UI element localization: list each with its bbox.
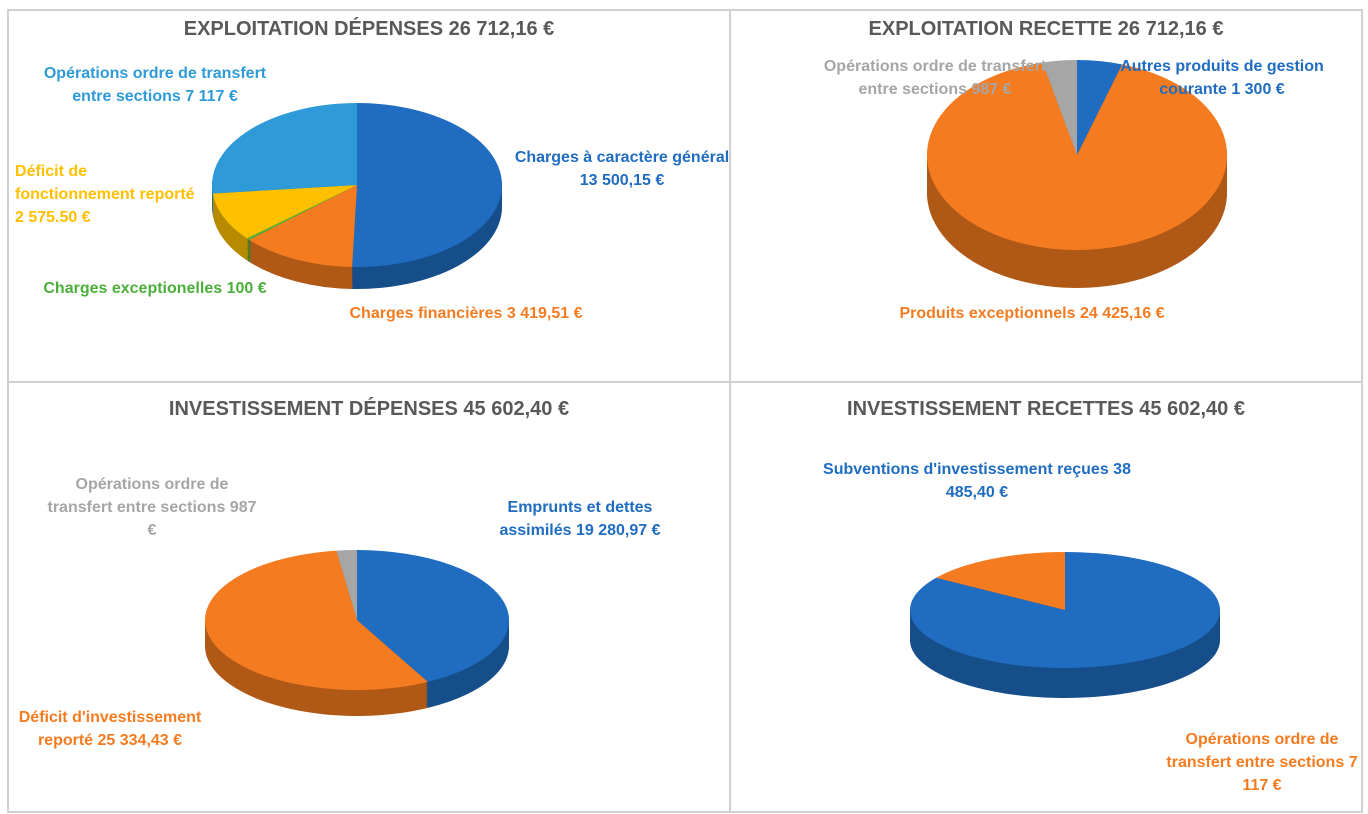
slice-label-name: Charges exceptionelles bbox=[43, 280, 223, 297]
slice-label: Produits exceptionnels 24 425,16 € bbox=[852, 302, 1212, 325]
chart-title-text: EXPLOITATION DÉPENSES 26 712,16 € bbox=[183, 18, 555, 40]
slice-label-value: 25 334,43 € bbox=[97, 732, 183, 749]
slice-label-value: 13 500,15 € bbox=[579, 172, 665, 189]
pie-slice bbox=[927, 62, 1228, 250]
slice-label-value: 19 280,97 € bbox=[575, 522, 661, 539]
chart-title: EXPLOITATION RECETTE 26 712,16 € bbox=[706, 18, 1368, 41]
slice-label-name: Opérations ordre de transfert entre sect… bbox=[47, 476, 229, 516]
pie-slice bbox=[352, 103, 503, 267]
slice-label: Charges exceptionelles 100 € bbox=[10, 277, 300, 300]
slice-label-value: 7 117 € bbox=[1242, 754, 1358, 794]
chart-title-text: INVESTISSEMENT RECETTES 45 602,40 € bbox=[847, 398, 1245, 420]
slice-label: Charges à caractère général 13 500,15 € bbox=[512, 146, 732, 192]
slice-label: Opérations ordre de transfert entre sect… bbox=[40, 62, 270, 108]
chart-title: INVESTISSEMENT DÉPENSES 45 602,40 € bbox=[29, 398, 709, 421]
slice-label: Emprunts et dettes assimilés 19 280,97 € bbox=[485, 496, 675, 542]
slice-label-value: 24 425,16 € bbox=[1079, 305, 1165, 322]
pie-slice bbox=[936, 552, 1065, 610]
chart-title: EXPLOITATION DÉPENSES 26 712,16 € bbox=[29, 18, 709, 41]
slice-label-name: Charges à caractère général bbox=[514, 149, 730, 166]
slice-label-value: 3 419,51 € bbox=[506, 305, 583, 322]
pie-slice bbox=[357, 550, 510, 682]
slice-label: Opérations ordre de transfert entre sect… bbox=[47, 473, 257, 542]
chart-title-text: EXPLOITATION RECETTE 26 712,16 € bbox=[868, 18, 1224, 40]
chart-title-text: INVESTISSEMENT DÉPENSES 45 602,40 € bbox=[168, 398, 570, 420]
slice-label-name: Opérations ordre de transfert entre sect… bbox=[823, 58, 1047, 98]
pie-slice bbox=[910, 552, 1221, 668]
slice-label-value: 987 € bbox=[971, 81, 1012, 98]
slice-label: Charges financières 3 419,51 € bbox=[316, 302, 616, 325]
slice-label-value: 38 485,40 € bbox=[945, 461, 1131, 501]
chart-title: INVESTISSEMENT RECETTES 45 602,40 € bbox=[706, 398, 1368, 421]
pie-slice bbox=[336, 550, 357, 620]
slice-label-value: 1 300 € bbox=[1231, 81, 1285, 98]
slice-label: Subventions d'investissement reçues 38 4… bbox=[812, 458, 1142, 504]
slice-label-value: 987 € bbox=[147, 499, 257, 539]
pie-slice bbox=[212, 185, 357, 239]
slice-label-name: Opérations ordre de transfert entre sect… bbox=[43, 65, 267, 105]
slice-label-name: Produits exceptionnels bbox=[899, 305, 1076, 322]
slice-label-name: Charges financières bbox=[349, 305, 503, 322]
slice-label-value: 7 117 € bbox=[185, 88, 238, 105]
pie-slice bbox=[246, 185, 357, 240]
slice-label: Déficit de fonctionnement reporté 2 575.… bbox=[15, 160, 205, 229]
frame bbox=[7, 9, 1363, 813]
slice-label-name: Autres produits de gestion courante bbox=[1120, 58, 1324, 98]
pie-slice bbox=[1042, 60, 1077, 155]
pie-slice bbox=[249, 185, 357, 267]
pie-slice bbox=[212, 103, 357, 194]
pie-slice bbox=[204, 550, 428, 690]
slice-label-name: Emprunts et dettes assimilés bbox=[499, 499, 653, 539]
slice-label-name: Opérations ordre de transfert entre sect… bbox=[1166, 731, 1345, 771]
slice-label: Opérations ordre de transfert entre sect… bbox=[805, 55, 1065, 101]
slice-label-name: Déficit de fonctionnement reporté bbox=[15, 163, 195, 203]
slice-label: Autres produits de gestion courante 1 30… bbox=[1117, 55, 1327, 101]
slice-label-value: 100 € bbox=[226, 280, 267, 297]
slice-label: Déficit d'investissement reporté 25 334,… bbox=[10, 706, 210, 752]
slice-label-name: Subventions d'investissement reçues bbox=[823, 461, 1109, 478]
slice-label-name: Déficit d'investissement reporté bbox=[18, 709, 202, 749]
slice-label: Opérations ordre de transfert entre sect… bbox=[1162, 728, 1362, 797]
pie-slice bbox=[1077, 60, 1123, 155]
slice-label-value: 2 575.50 € bbox=[15, 209, 91, 226]
